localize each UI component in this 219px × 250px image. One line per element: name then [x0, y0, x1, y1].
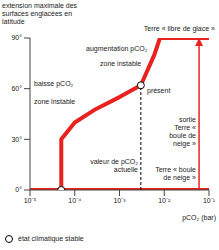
html-text:pCO₂ (bar): pCO₂ (bar) [182, 214, 216, 221]
html-text:zone instable: zone instable [100, 60, 142, 67]
html-text:zone instable: zone instable [34, 98, 76, 105]
svg-text:90°: 90° [11, 34, 22, 41]
html-text:sortie: sortie [178, 116, 196, 123]
svg-text:10⁻⁵: 10⁻⁵ [24, 197, 37, 204]
html-text:valeur de pCO₂ actuelle: valeur de pCO₂ actuelle [90, 158, 138, 173]
svg-text:60°: 60° [11, 85, 22, 92]
svg-text:10⁻³: 10⁻³ [113, 197, 126, 204]
svg-text:30°: 30° [11, 136, 22, 143]
html-text:baisse pCO₂: baisse pCO₂ [34, 80, 74, 87]
svg-text:10⁻⁴: 10⁻⁴ [68, 197, 81, 204]
html-text:Terre « libre de glace »: Terre « libre de glace » [143, 25, 215, 32]
html-text:extension maximale des surface: extension maximale des surfaces englacée… [2, 2, 78, 25]
svg-text:10⁻²: 10⁻² [158, 197, 171, 204]
html-text:augmentation pCO₂: augmentation pCO₂ [86, 45, 148, 52]
html-text:état climatique stable: état climatique stable [18, 235, 84, 242]
svg-text:10⁻¹: 10⁻¹ [203, 197, 211, 204]
svg-text:0°: 0° [15, 186, 22, 193]
html-text:Terre « boule de neige »: Terre « boule de neige » [169, 124, 196, 147]
html-text:Terre « boule de neige »: Terre « boule de neige » [155, 166, 196, 181]
html-text:présent: présent [147, 87, 171, 94]
